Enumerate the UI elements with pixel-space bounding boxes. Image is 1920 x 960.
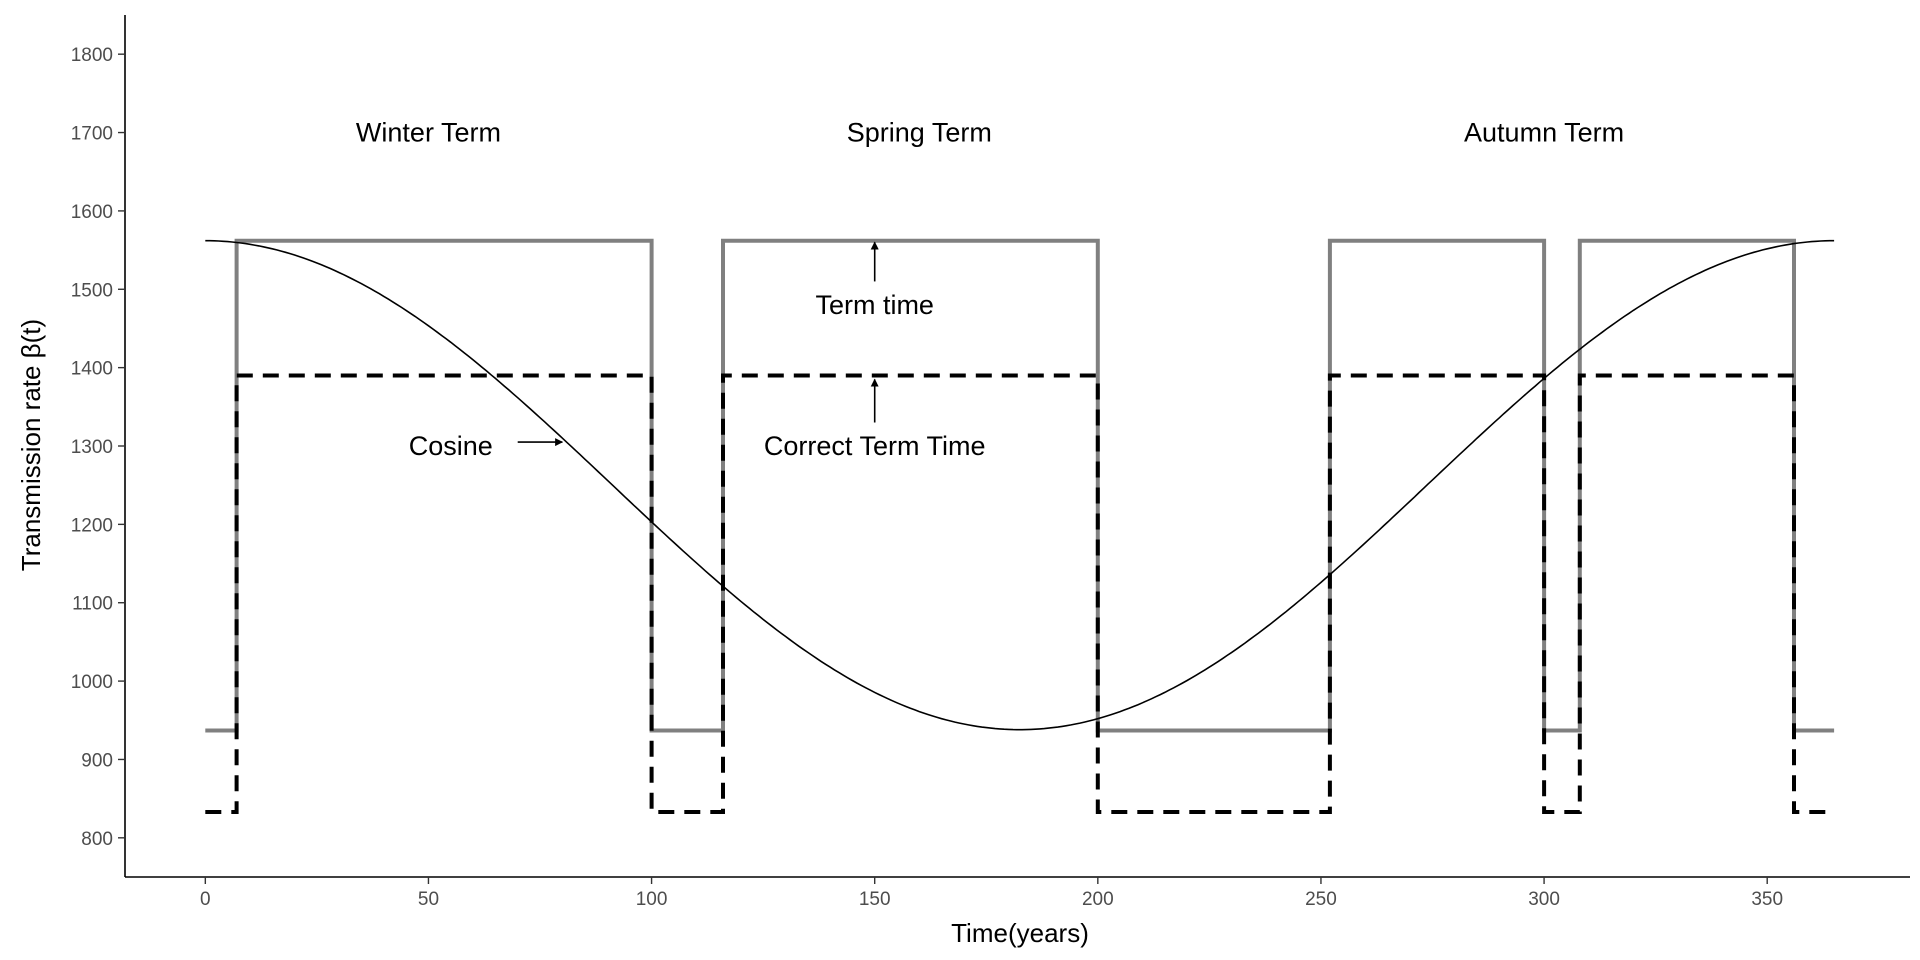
annotation-label: Correct Term Time: [764, 431, 986, 461]
y-tick-label: 900: [81, 750, 113, 771]
x-tick-label: 200: [1082, 889, 1114, 910]
y-tick-label: 1600: [71, 202, 113, 223]
annotation-label: Autumn Term: [1464, 118, 1624, 148]
annotation-label: Spring Term: [847, 118, 992, 148]
y-tick-label: 1100: [72, 594, 113, 615]
x-tick-label: 100: [636, 889, 668, 910]
annotation-label: Winter Term: [356, 118, 501, 148]
y-axis-title: Transmission rate β(t): [16, 319, 46, 571]
x-tick-label: 0: [200, 889, 211, 910]
series-term-time-line: [205, 238, 1835, 733]
y-tick-label: 800: [81, 829, 113, 850]
x-tick-label: 250: [1305, 889, 1337, 910]
x-tick-label: 350: [1751, 889, 1783, 910]
x-tick-label: 50: [418, 889, 439, 910]
series-correct-term-time-line: [205, 373, 1835, 814]
y-tick-label: 1700: [71, 124, 113, 145]
x-axis-title: Time(years): [951, 918, 1089, 948]
annotation-label: Term time: [815, 290, 934, 320]
annotation-label: Cosine: [409, 431, 493, 461]
y-tick-label: 1400: [71, 359, 113, 380]
x-tick-label: 150: [859, 889, 891, 910]
series-cosine-line: [205, 239, 1835, 731]
y-tick-label: 1500: [71, 280, 113, 301]
y-tick-label: 1000: [71, 672, 113, 693]
y-tick-label: 1300: [71, 437, 113, 458]
y-tick-label: 1200: [71, 515, 113, 536]
x-tick-label: 300: [1528, 889, 1560, 910]
y-tick-label: 1800: [71, 45, 113, 66]
